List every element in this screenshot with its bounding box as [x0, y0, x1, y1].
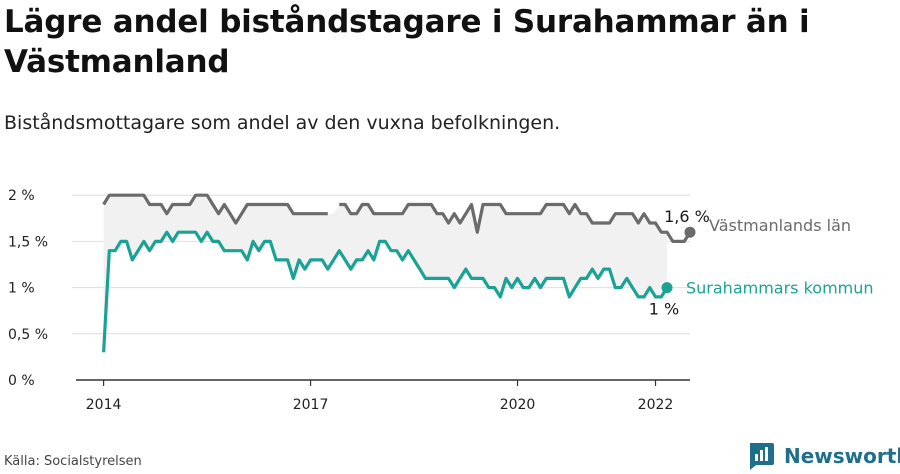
series-end-point: [661, 282, 673, 294]
series-end-value-label: 1 %: [649, 300, 679, 319]
series-name-label: Surahammars kommun: [686, 279, 874, 298]
series-line-vastmanland: [102, 193, 692, 243]
x-tick-label: 2017: [293, 397, 329, 413]
newsworthy-logo[interactable]: Newsworthy: [746, 441, 900, 471]
chart-title: Lägre andel biståndstagare i Surahammar …: [4, 4, 810, 80]
y-tick-label: 0,5 %: [8, 327, 48, 343]
y-tick-label: 1 %: [8, 281, 35, 297]
series-line-surahammar: [102, 230, 669, 353]
series-end-value-label: 1,6 %: [664, 207, 710, 226]
y-tick-label: 1,5 %: [8, 234, 48, 250]
source-note: Källa: Socialstyrelsen: [4, 454, 142, 469]
chart-subtitle: Biståndsmottagare som andel av den vuxna…: [4, 112, 561, 134]
brand-name: Newsworthy: [784, 444, 900, 468]
x-tick-label: 2022: [638, 397, 674, 413]
x-tick-label: 2014: [86, 397, 122, 413]
y-tick-label: 2 %: [8, 188, 35, 204]
y-tick-label: 0 %: [8, 373, 35, 389]
series-name-label: Västmanlands län: [709, 216, 851, 235]
series-end-point: [684, 226, 696, 238]
series-gap-band: [103, 195, 668, 353]
newsworthy-icon: [750, 443, 774, 470]
x-tick-label: 2020: [500, 397, 536, 413]
